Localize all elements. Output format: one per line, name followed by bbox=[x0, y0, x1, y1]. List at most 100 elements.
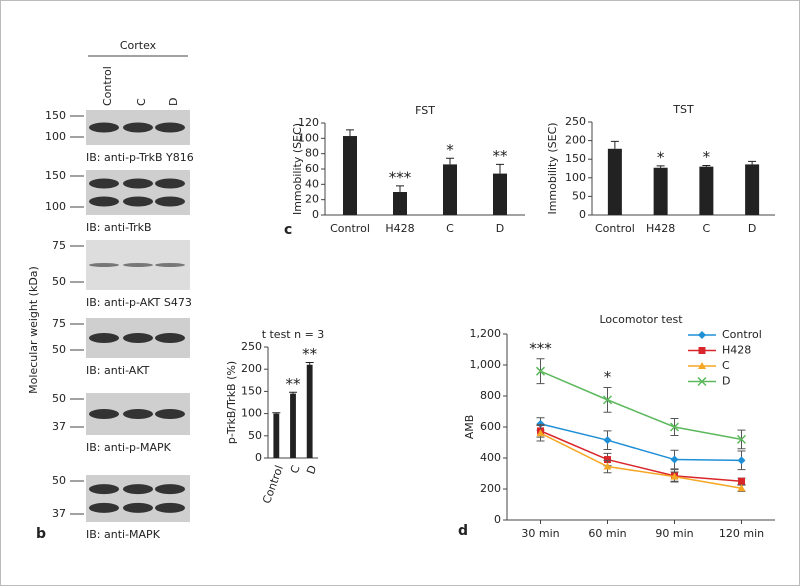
significance: ** bbox=[286, 375, 302, 393]
error-bar bbox=[702, 165, 711, 167]
legend-label: H428 bbox=[722, 344, 751, 357]
x-tick-label: D bbox=[304, 464, 319, 476]
error-bar bbox=[496, 163, 504, 174]
point bbox=[737, 456, 746, 465]
error-bar bbox=[346, 129, 354, 137]
blot-label: IB: anti-p-MAPK bbox=[86, 441, 172, 454]
point bbox=[603, 436, 612, 445]
line bbox=[540, 423, 742, 462]
legend-marker bbox=[698, 347, 706, 354]
error-bar bbox=[289, 391, 297, 394]
panel-label: d bbox=[458, 523, 468, 539]
significance: * bbox=[703, 148, 711, 166]
y-tick-label: 40 bbox=[305, 177, 319, 190]
point bbox=[669, 422, 680, 432]
blot-band bbox=[123, 263, 153, 267]
bar bbox=[745, 164, 760, 215]
blot-band bbox=[155, 196, 185, 207]
mw-marker: 75 bbox=[52, 239, 66, 252]
mw-marker: 50 bbox=[52, 275, 66, 288]
blot-band bbox=[155, 484, 185, 495]
blot-band bbox=[89, 409, 119, 419]
error-bar bbox=[610, 140, 619, 149]
line bbox=[540, 432, 742, 489]
x-tick-label: 120 min bbox=[719, 527, 764, 540]
significance: ** bbox=[493, 147, 509, 165]
y-tick-label: 0 bbox=[579, 208, 586, 221]
blot-band bbox=[123, 122, 153, 133]
mw-marker: 37 bbox=[52, 420, 66, 433]
chart-title: Locomotor test bbox=[599, 313, 683, 326]
point bbox=[602, 395, 613, 405]
error-bar bbox=[305, 362, 314, 365]
point bbox=[536, 429, 545, 437]
bar bbox=[699, 166, 714, 215]
lane-label: C bbox=[135, 98, 148, 106]
legend-marker bbox=[698, 331, 706, 339]
blot-band bbox=[89, 484, 119, 495]
blot-label: IB: anti-AKT bbox=[86, 364, 150, 377]
blot-image bbox=[86, 170, 190, 215]
y-axis-label: p-TrkB/TrkB (%) bbox=[225, 361, 238, 444]
y-tick-label: 250 bbox=[565, 115, 586, 128]
mw-marker: 50 bbox=[52, 343, 66, 356]
mw-marker: 150 bbox=[45, 169, 66, 182]
legend-label: D bbox=[722, 375, 730, 388]
y-tick-label: 100 bbox=[241, 407, 262, 420]
bar bbox=[393, 192, 407, 215]
x-tick-label: Control bbox=[595, 222, 635, 235]
panel-label: b bbox=[36, 526, 46, 542]
blot-band bbox=[155, 263, 185, 267]
blot-band bbox=[89, 333, 119, 343]
blot-image bbox=[86, 475, 190, 522]
y-tick-label: 800 bbox=[480, 389, 501, 402]
y-tick-label: 20 bbox=[305, 193, 319, 206]
lane-label: D bbox=[167, 98, 180, 106]
bar bbox=[273, 413, 280, 458]
y-tick-label: 200 bbox=[241, 362, 262, 375]
point bbox=[604, 456, 611, 464]
mw-marker: 50 bbox=[52, 392, 66, 405]
x-tick-label: 30 min bbox=[521, 527, 559, 540]
blot-band bbox=[89, 263, 119, 267]
bar bbox=[443, 164, 457, 215]
blot-band bbox=[89, 196, 119, 207]
blot-band bbox=[89, 502, 119, 513]
significance: * bbox=[446, 141, 454, 159]
point bbox=[535, 366, 546, 376]
significance: *** bbox=[389, 168, 412, 186]
x-tick-label: 90 min bbox=[655, 527, 693, 540]
error-bar bbox=[272, 412, 281, 414]
x-tick-label: C bbox=[288, 463, 303, 475]
blot-band bbox=[155, 502, 185, 513]
chart-title: t test n = 3 bbox=[262, 328, 325, 341]
legend-marker bbox=[697, 376, 707, 387]
y-tick-label: 1,000 bbox=[470, 358, 502, 371]
blot-band bbox=[123, 502, 153, 513]
y-tick-label: 400 bbox=[480, 451, 501, 464]
x-tick-label: C bbox=[703, 222, 711, 235]
y-tick-label: 60 bbox=[305, 162, 319, 175]
bar bbox=[653, 167, 668, 215]
x-tick-label: C bbox=[446, 222, 454, 235]
y-tick-label: 200 bbox=[480, 482, 501, 495]
panel-label: c bbox=[284, 222, 292, 238]
y-tick-label: 0 bbox=[312, 208, 319, 221]
y-tick-label: 0 bbox=[494, 513, 501, 526]
y-tick-label: 250 bbox=[241, 340, 262, 353]
blot-band bbox=[123, 196, 153, 207]
blot-axis-label: Molecular weight (kDa) bbox=[27, 266, 40, 394]
x-tick-label: 60 min bbox=[588, 527, 626, 540]
bar bbox=[493, 173, 507, 215]
y-tick-label: 120 bbox=[298, 116, 319, 129]
blot-label: IB: anti-MAPK bbox=[86, 528, 161, 541]
point bbox=[736, 434, 747, 444]
mw-marker: 150 bbox=[45, 109, 66, 122]
bar bbox=[306, 364, 313, 458]
blot-header: Cortex bbox=[120, 39, 157, 52]
error-bar bbox=[446, 157, 454, 165]
point bbox=[670, 455, 679, 464]
x-tick-label: H428 bbox=[385, 222, 414, 235]
blot-band bbox=[155, 122, 185, 133]
